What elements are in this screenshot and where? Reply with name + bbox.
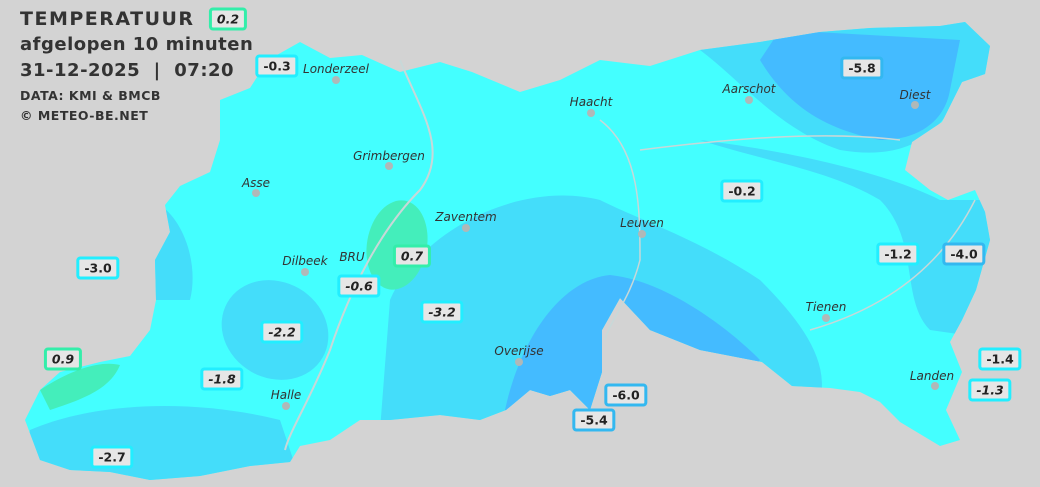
data-source: DATA: KMI & BMCB: [20, 88, 161, 103]
temperature-reading[interactable]: -1.4: [978, 347, 1022, 371]
city-label: Halle: [270, 388, 302, 402]
city-label: Diest: [899, 88, 931, 102]
temperature-reading[interactable]: -0.3: [255, 54, 299, 78]
temperature-reading[interactable]: -2.7: [90, 445, 134, 469]
city-label: Londerzeel: [303, 62, 369, 76]
city-label: Overijse: [494, 344, 544, 358]
map-title: TEMPERATUUR: [20, 8, 195, 30]
city-dot: [822, 314, 830, 322]
city-label: Leuven: [620, 216, 664, 230]
temperature-reading[interactable]: -6.0: [604, 383, 648, 407]
temperature-reading[interactable]: 0.7: [392, 244, 432, 268]
temperature-reading[interactable]: 0.9: [43, 347, 83, 371]
city-dot: [301, 268, 309, 276]
city-dot: [385, 162, 393, 170]
city-label: Asse: [241, 176, 271, 190]
zone-cold-east: [700, 140, 990, 340]
temperature-reading[interactable]: -2.2: [260, 320, 304, 344]
city-dot: [332, 76, 340, 84]
city-label: BRU: [339, 250, 365, 264]
city-label: Dilbeek: [282, 254, 328, 268]
city-label: Aarschot: [722, 82, 776, 96]
city-dot: [931, 382, 939, 390]
zone-colder-northeast: [760, 30, 960, 140]
temperature-reading[interactable]: -3.0: [76, 256, 120, 280]
copyright: © METEO-BE.NET: [20, 108, 149, 123]
city-dot: [587, 109, 595, 117]
temperature-reading[interactable]: -1.2: [876, 242, 920, 266]
city-dot: [252, 189, 260, 197]
temperature-reading[interactable]: 0.2: [208, 7, 248, 31]
temperature-reading[interactable]: -4.0: [942, 242, 986, 266]
city-label: Zaventem: [435, 210, 497, 224]
map-datetime: 31-12-2025 | 07:20: [20, 60, 235, 81]
temperature-reading[interactable]: -5.4: [572, 408, 616, 432]
city-label: Landen: [909, 369, 955, 383]
city-dot: [515, 358, 523, 366]
city-dot: [282, 402, 290, 410]
temperature-reading[interactable]: -5.8: [840, 56, 884, 80]
city-label: Tienen: [805, 300, 847, 314]
temperature-reading[interactable]: -1.3: [968, 378, 1012, 402]
city-dot: [745, 96, 753, 104]
city-dot: [462, 224, 470, 232]
temperature-reading[interactable]: -0.2: [720, 179, 764, 203]
city-dot: [638, 230, 646, 238]
city-dot: [911, 101, 919, 109]
city-label: Grimbergen: [353, 149, 425, 163]
zone-cold-southwest: [25, 406, 300, 480]
border-line: [639, 135, 976, 331]
zone-above-zero-west: [40, 363, 120, 410]
city-label: Haacht: [569, 95, 613, 109]
temperature-reading[interactable]: -1.8: [200, 367, 244, 391]
temperature-reading[interactable]: -0.6: [337, 274, 381, 298]
map-subtitle: afgelopen 10 minuten: [20, 34, 254, 55]
canal-line: [284, 59, 434, 451]
temperature-reading[interactable]: -3.2: [420, 300, 464, 324]
river-line: [599, 119, 641, 341]
